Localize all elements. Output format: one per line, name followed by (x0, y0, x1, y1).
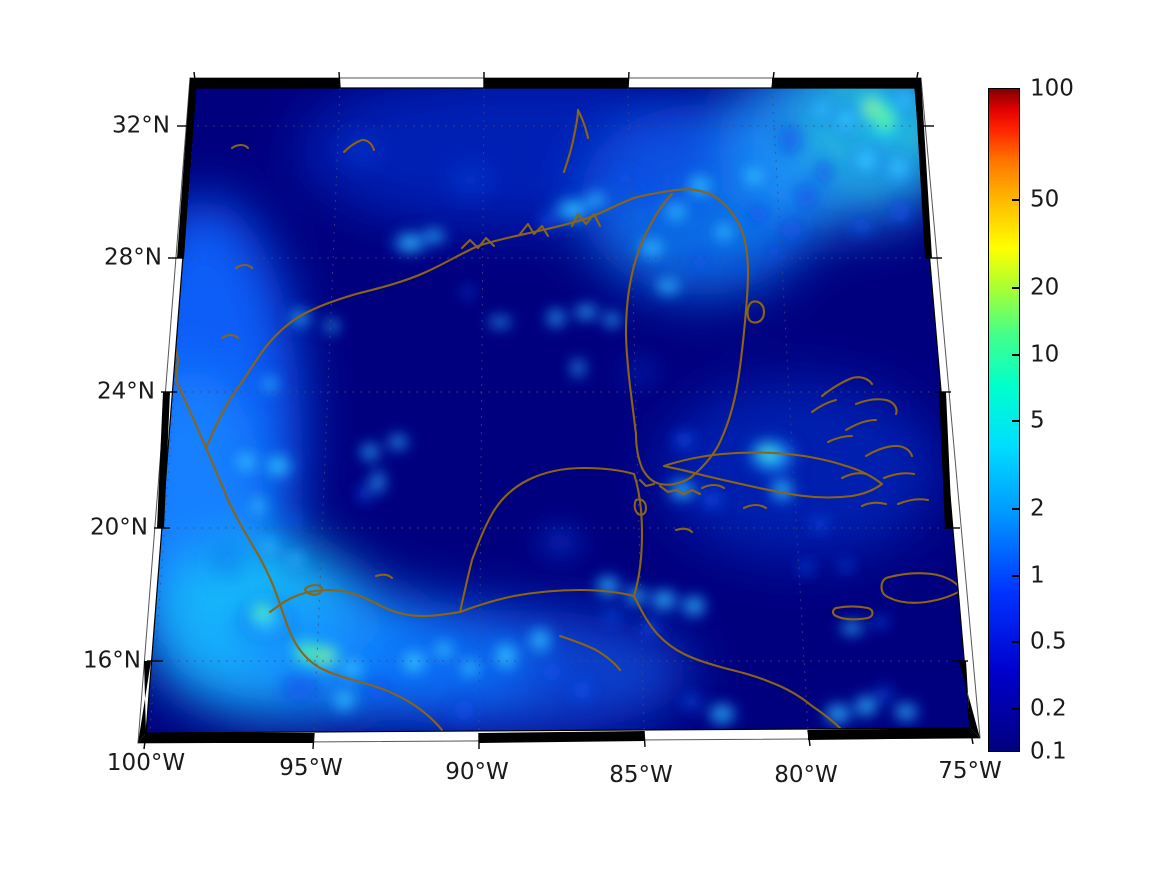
map-frame (137, 71, 981, 750)
colorbar-label-05: 0.5 (1030, 628, 1067, 655)
colorbar-label-50: 50 (1030, 186, 1060, 213)
colorbar-tick-20 (1012, 287, 1020, 289)
colorbar-label-02: 0.2 (1030, 695, 1067, 722)
xtick-label-75w: 75°W (938, 758, 1002, 784)
ytick-label-20n: 20°N (90, 514, 148, 541)
colorbar-tick-02 (1012, 708, 1020, 710)
colorbar-label-20: 20 (1030, 274, 1060, 301)
colorbar-tick-05 (1012, 641, 1020, 643)
colorbar-tick-50 (1012, 199, 1020, 201)
colorbar-label-10: 10 (1030, 341, 1060, 368)
colorbar-tick-2 (1012, 508, 1020, 510)
axis-ticks (143, 71, 974, 750)
xtick-label-85w: 85°W (609, 762, 673, 788)
ytick-label-28n: 28°N (104, 244, 162, 271)
ytick-label-16n: 16°N (83, 647, 141, 674)
colorbar-label-2: 2 (1030, 495, 1045, 522)
ytick-label-24n: 24°N (97, 378, 155, 405)
xtick-label-90w: 90°W (445, 759, 509, 785)
colorbar-label-01: 0.1 (1030, 738, 1067, 765)
coastlines (164, 108, 964, 732)
colorbar-label-1: 1 (1030, 562, 1045, 589)
xtick-label-80w: 80°W (774, 762, 838, 788)
xtick-label-100w: 100°W (106, 750, 186, 776)
colorbar-tick-5 (1012, 420, 1020, 422)
colorbar-label-100: 100 (1030, 75, 1074, 102)
colorbar-label-5: 5 (1030, 407, 1045, 434)
convective-cells (208, 88, 922, 728)
colorbar-tick-10 (1012, 354, 1020, 356)
xtick-label-95w: 95°W (279, 755, 343, 781)
colorbar-tick-1 (1012, 575, 1020, 577)
ytick-label-32n: 32°N (112, 112, 170, 139)
